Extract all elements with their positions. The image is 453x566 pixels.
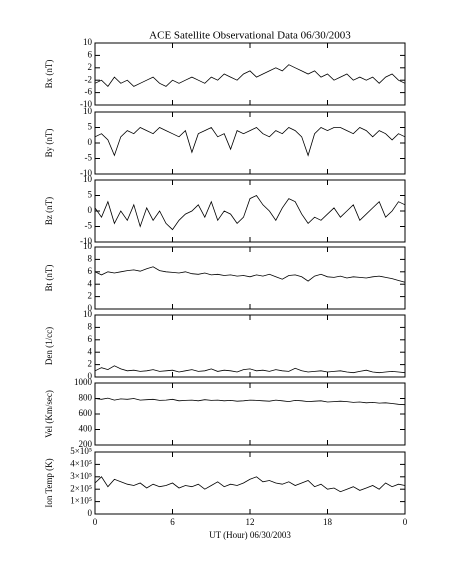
y-axis-label: By (nT) (44, 129, 54, 158)
y-tick-label: 8 (88, 253, 93, 263)
y-tick-label: 10 (83, 309, 93, 319)
y-tick-label: -6 (85, 87, 93, 97)
y-tick-label: 2×10⁵ (70, 483, 92, 493)
panel-frame (94, 179, 406, 243)
panel-frame (94, 111, 406, 175)
data-line (94, 476, 406, 493)
x-axis-label: UT (Hour) 06/30/2003 (209, 530, 291, 540)
panel-frame (94, 42, 406, 106)
y-tick-label: 10 (83, 37, 93, 47)
y-tick-label: 8 (88, 321, 93, 331)
panel-frame (94, 451, 406, 515)
y-tick-label: -2 (85, 74, 93, 84)
y-tick-label: 1×10⁵ (70, 496, 92, 506)
y-tick-label: -10 (80, 236, 92, 246)
y-tick-label: -10 (80, 168, 92, 178)
data-line (94, 64, 406, 88)
chart-title: ACE Satellite Observational Data 06/30/2… (149, 30, 351, 42)
y-tick-label: 0 (88, 137, 93, 147)
y-tick-label: 0 (88, 508, 93, 518)
panel-frame (94, 382, 406, 446)
data-line (94, 194, 406, 231)
y-tick-label: 400 (79, 424, 93, 434)
data-line (94, 266, 406, 283)
y-tick-label: 800 (79, 393, 93, 403)
x-tick-label: 18 (323, 517, 333, 527)
data-line (94, 365, 406, 374)
y-tick-label: 4×10⁵ (70, 458, 92, 468)
y-tick-label: -5 (85, 221, 93, 231)
y-tick-label: 200 (79, 439, 93, 449)
y-tick-label: 0 (88, 371, 93, 381)
y-tick-label: 2 (88, 291, 93, 301)
y-tick-label: 2 (88, 62, 93, 72)
y-axis-label: Bz (nT) (44, 197, 54, 225)
y-tick-label: 3×10⁵ (70, 471, 92, 481)
y-tick-label: 600 (79, 408, 93, 418)
y-axis-label: Bt (nT) (44, 265, 54, 292)
x-tick-label: 0 (403, 517, 408, 527)
y-tick-label: 6 (88, 49, 93, 59)
y-tick-label: 5 (88, 122, 93, 132)
y-tick-label: 4 (88, 278, 93, 288)
y-tick-label: 5 (88, 190, 93, 200)
y-axis-label: Bx (nT) (44, 60, 54, 89)
y-tick-label: 0 (88, 303, 93, 313)
y-tick-label: 6 (88, 266, 93, 276)
panel-frame (94, 314, 406, 378)
y-axis-label: Vel (Km/sec) (44, 390, 54, 438)
y-tick-label: 10 (83, 174, 93, 184)
y-axis-label: Den (1/cc) (44, 327, 54, 365)
y-tick-label: 6 (88, 334, 93, 344)
x-tick-label: 12 (246, 517, 255, 527)
x-tick-label: 0 (93, 517, 98, 527)
y-tick-label: 2 (88, 359, 93, 369)
y-tick-label: 10 (83, 106, 93, 116)
y-tick-label: 0 (88, 205, 93, 215)
y-tick-label: 1000 (74, 377, 93, 387)
y-tick-label: -5 (85, 153, 93, 163)
y-tick-label: 5×10⁵ (70, 446, 92, 456)
panel-frame (94, 246, 406, 310)
data-line (94, 126, 406, 157)
x-tick-label: 6 (170, 517, 175, 527)
y-tick-label: -10 (80, 99, 92, 109)
y-tick-label: 4 (88, 346, 93, 356)
y-axis-label: Ion Temp (K) (44, 458, 54, 507)
y-tick-label: 10 (83, 241, 93, 251)
data-line (94, 397, 406, 406)
